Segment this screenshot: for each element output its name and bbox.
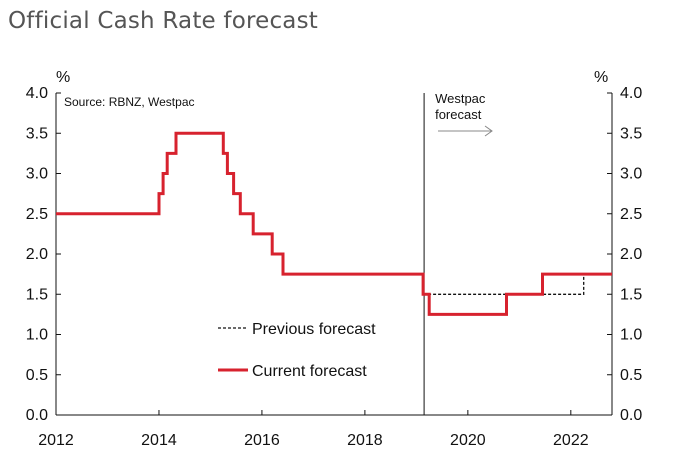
y-tick-label-right: 3.0 xyxy=(620,166,642,183)
x-tick-label: 2012 xyxy=(38,432,74,449)
right-unit-label: % xyxy=(594,69,608,86)
y-tick-label-left: 4.0 xyxy=(26,85,48,102)
y-tick-label-right: 0.5 xyxy=(620,367,642,384)
y-tick-label-left: 1.0 xyxy=(26,327,48,344)
y-tick-label-right: 2.0 xyxy=(620,246,642,263)
y-tick-label-left: 1.5 xyxy=(26,286,48,303)
legend-previous-label: Previous forecast xyxy=(252,321,376,338)
y-tick-label-left: 3.0 xyxy=(26,166,48,183)
x-tick-label: 2016 xyxy=(244,432,280,449)
forecast-label-line1: Westpac xyxy=(435,91,486,106)
y-tick-label-right: 3.5 xyxy=(620,125,642,142)
chart-title: Official Cash Rate forecast xyxy=(8,8,319,34)
y-tick-label-left: 0.5 xyxy=(26,367,48,384)
x-tick-label: 2020 xyxy=(450,432,486,449)
y-tick-label-right: 4.0 xyxy=(620,85,642,102)
x-tick-label: 2022 xyxy=(553,432,589,449)
y-tick-label-left: 3.5 xyxy=(26,125,48,142)
y-tick-label-right: 2.5 xyxy=(620,206,642,223)
y-tick-label-right: 1.5 xyxy=(620,286,642,303)
y-tick-label-right: 0.0 xyxy=(620,407,642,424)
y-tick-label-right: 1.0 xyxy=(620,327,642,344)
y-tick-label-left: 0.0 xyxy=(26,407,48,424)
forecast-label-line2: forecast xyxy=(435,107,482,122)
x-tick-label: 2018 xyxy=(347,432,383,449)
previous-forecast-series xyxy=(423,273,612,295)
y-tick-label-left: 2.5 xyxy=(26,206,48,223)
source-note: Source: RBNZ, Westpac xyxy=(64,95,195,109)
y-tick-label-left: 2.0 xyxy=(26,246,48,263)
left-unit-label: % xyxy=(56,69,70,86)
forecast-arrow xyxy=(438,125,493,137)
current-forecast-series xyxy=(56,131,612,316)
legend-current-label: Current forecast xyxy=(252,363,367,380)
x-tick-label: 2014 xyxy=(141,432,177,449)
